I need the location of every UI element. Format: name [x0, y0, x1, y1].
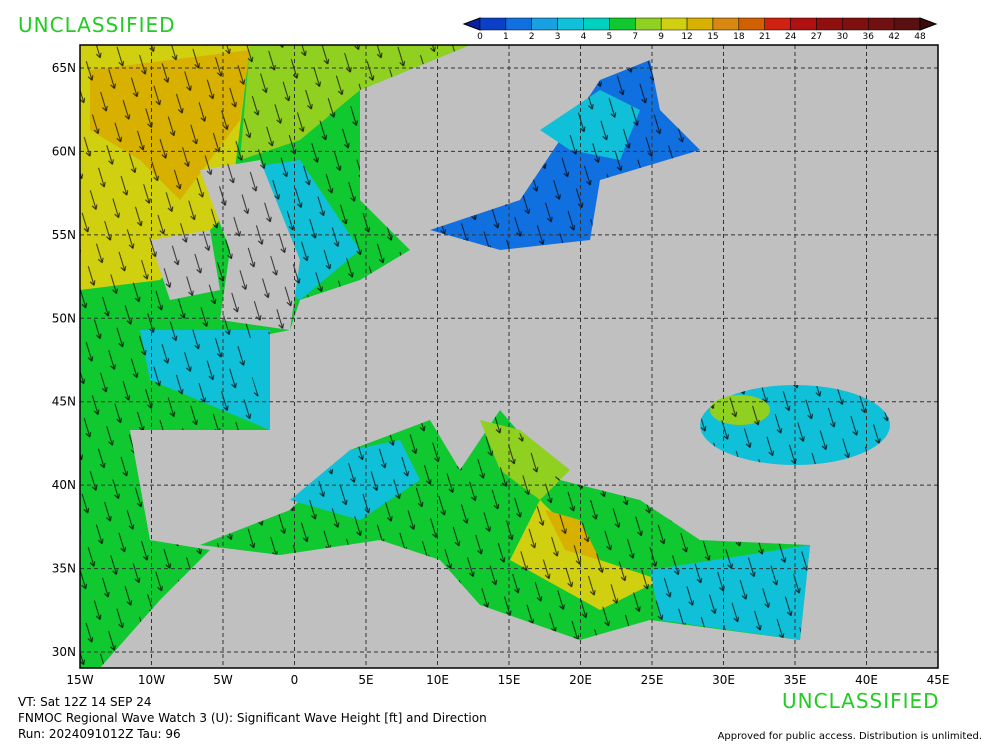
colorbar-label: 9	[658, 32, 664, 42]
colorbar-segment	[764, 17, 791, 31]
lon-label: 15E	[498, 673, 521, 687]
lon-label: 25E	[641, 673, 664, 687]
colorbar-label: 7	[632, 32, 638, 42]
colorbar-segment	[583, 17, 610, 31]
lon-label: 20E	[569, 673, 592, 687]
lon-label: 30E	[712, 673, 735, 687]
colorbar-label: 18	[733, 32, 745, 42]
colorbar-segment	[738, 17, 765, 31]
colorbar-label: 2	[529, 32, 535, 42]
colorbar: 0 1 2 3 4 5 7 9 12 15 18 21 24 27 30 36 42 48	[462, 17, 938, 42]
colorbar-label: 0	[477, 32, 483, 42]
colorbar-segment	[531, 17, 558, 31]
colorbar-segment	[557, 17, 584, 31]
colorbar-label: 5	[607, 32, 613, 42]
product: FNMOC Regional Wave Watch 3 (U): Signifi…	[18, 711, 487, 725]
lat-label: 50N	[52, 311, 76, 325]
lon-label: 15W	[66, 673, 93, 687]
colorbar-label: 30	[837, 32, 849, 42]
lat-label: 60N	[52, 144, 76, 158]
colorbar-end	[919, 17, 938, 31]
colorbar-segment	[609, 17, 636, 31]
colorbar-label: 12	[681, 32, 692, 42]
lon-label: 5W	[213, 673, 233, 687]
colorbar-segment	[712, 17, 740, 31]
colorbar-label: 36	[863, 32, 875, 42]
lon-label: 10E	[426, 673, 449, 687]
lat-label: 35N	[52, 562, 76, 576]
colorbar-segment	[660, 17, 688, 31]
colorbar-segment	[867, 17, 895, 31]
colorbar-segment	[479, 17, 507, 31]
lat-label: 65N	[52, 61, 76, 75]
classification-footer: UNCLASSIFIED	[782, 689, 940, 713]
lat-label: 40N	[52, 478, 76, 492]
lat-label: 45N	[52, 395, 76, 409]
colorbar-label: 3	[555, 32, 561, 42]
colorbar-segment	[505, 17, 533, 31]
colorbar-label: 21	[759, 32, 770, 42]
colorbar-segment	[635, 17, 662, 31]
lon-label: 5E	[358, 673, 373, 687]
classification: UNCLASSIFIED	[18, 13, 176, 37]
lon-label: 40E	[855, 673, 878, 687]
colorbar-segment	[842, 17, 869, 31]
colorbar-label: 15	[707, 32, 718, 42]
lon-label: 0	[291, 673, 299, 687]
lat-label: 55N	[52, 228, 76, 242]
colorbar-label: 24	[785, 32, 797, 42]
lon-label: 10W	[138, 673, 165, 687]
colorbar-segment	[686, 17, 714, 31]
colorbar-segment	[893, 17, 921, 31]
colorbar-label: 1	[503, 32, 509, 42]
colorbar-end	[462, 17, 481, 31]
colorbar-label: 4	[581, 32, 587, 42]
map: 15W 10W 5W 0 5E 10E 15E 20E 25E 30E 35E 40E 45E 65N 60…	[52, 44, 950, 687]
lon-label: 45E	[927, 673, 950, 687]
lon-label: 35E	[784, 673, 807, 687]
colorbar-label: 42	[888, 32, 899, 42]
valid-time: VT: Sat 12Z 14 SEP 24	[18, 695, 151, 709]
colorbar-label: 48	[914, 32, 926, 42]
colorbar-segment	[790, 17, 817, 31]
run: Run: 2024091012Z Tau: 96	[18, 727, 181, 741]
colorbar-label: 27	[811, 32, 822, 42]
lat-label: 30N	[52, 645, 76, 659]
release: Approved for public access. Distribution…	[718, 731, 982, 742]
colorbar-segment	[816, 17, 843, 31]
